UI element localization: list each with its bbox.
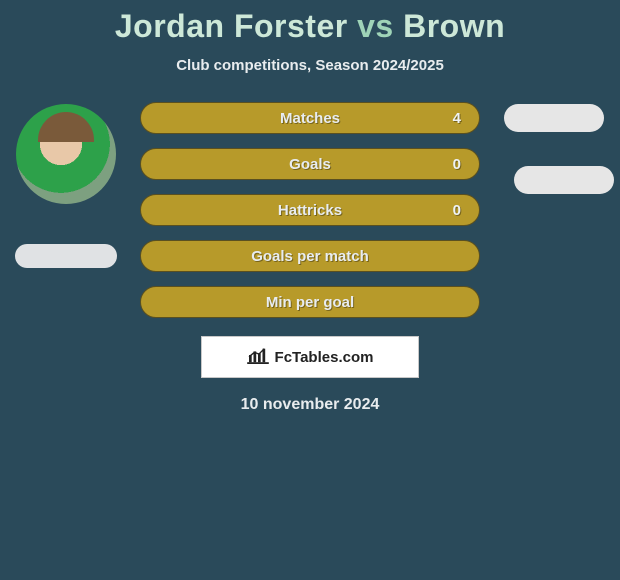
title-player1: Jordan Forster — [115, 8, 348, 44]
stat-bars: Matches 4 Goals 0 Hattricks 0 Goals per … — [140, 102, 480, 318]
stat-value: 4 — [453, 110, 461, 127]
right-pill-stack — [494, 104, 614, 194]
stat-value: 0 — [453, 156, 461, 173]
subtitle: Club competitions, Season 2024/2025 — [0, 57, 620, 74]
stat-bar-goals-per-match: Goals per match — [140, 240, 480, 272]
player1-name-badge — [15, 244, 117, 268]
right-player-column — [498, 102, 610, 194]
main-row: Matches 4 Goals 0 Hattricks 0 Goals per … — [0, 102, 620, 318]
stat-bar-goals: Goals 0 — [140, 148, 480, 180]
stat-bar-matches: Matches 4 — [140, 102, 480, 134]
title-player2: Brown — [403, 8, 505, 44]
stat-bar-hattricks: Hattricks 0 — [140, 194, 480, 226]
stat-label: Hattricks — [278, 202, 342, 219]
comparison-infographic: Jordan Forster vs Brown Club competition… — [0, 0, 620, 414]
stat-label: Goals per match — [251, 248, 369, 265]
title-vs: vs — [357, 8, 394, 44]
page-title: Jordan Forster vs Brown — [0, 8, 620, 45]
chart-icon — [247, 346, 269, 368]
footer-brand-text: FcTables.com — [275, 349, 374, 366]
player2-pill-1 — [504, 104, 604, 132]
date-text: 10 november 2024 — [0, 396, 620, 414]
stat-label: Matches — [280, 110, 340, 127]
footer-brand-box: FcTables.com — [201, 336, 419, 378]
stat-label: Min per goal — [266, 294, 354, 311]
left-player-column — [10, 102, 122, 268]
stat-label: Goals — [289, 156, 331, 173]
stat-bar-min-per-goal: Min per goal — [140, 286, 480, 318]
player2-pill-2 — [514, 166, 614, 194]
stat-value: 0 — [453, 202, 461, 219]
player1-avatar — [16, 104, 116, 204]
